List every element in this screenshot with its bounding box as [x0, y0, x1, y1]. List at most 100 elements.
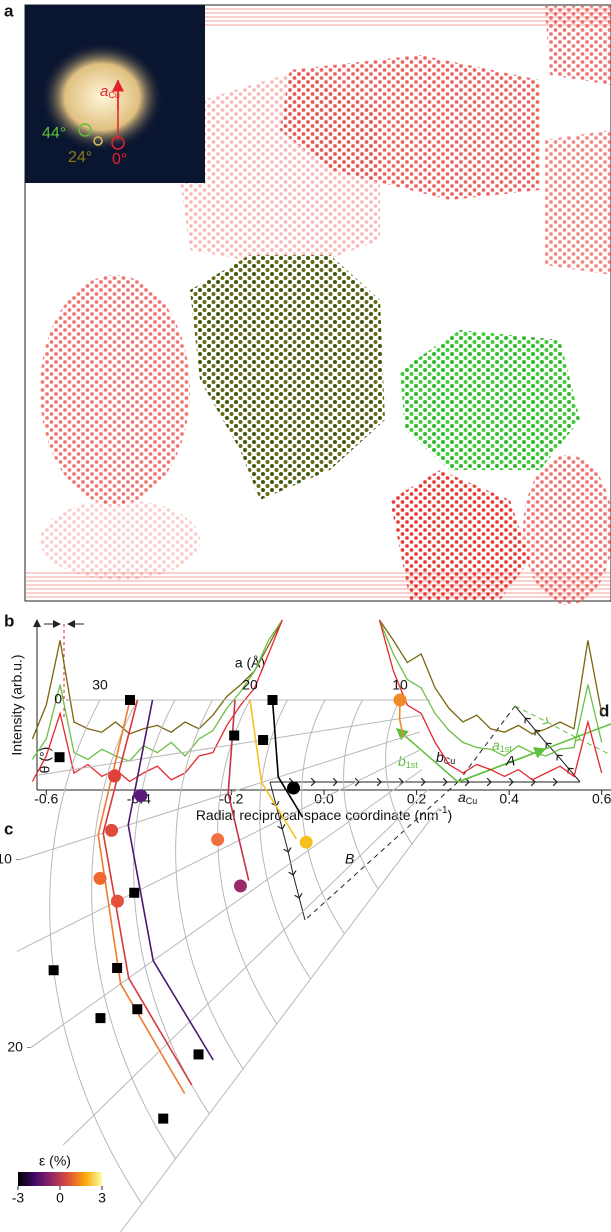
panel-label: b	[4, 611, 14, 630]
panel-label: c	[4, 819, 13, 838]
panel-label: a	[4, 1, 14, 20]
measured-point	[125, 695, 135, 705]
domain	[390, 470, 530, 600]
x-tick-label: 0.4	[499, 791, 519, 807]
vector-subscript: 1st	[406, 760, 419, 770]
vector-symbol: a	[458, 789, 466, 805]
model-point	[108, 769, 122, 783]
vector-symbol: a	[492, 737, 500, 753]
panel-label: d	[599, 701, 609, 720]
vector-label: b1st	[398, 753, 418, 771]
model-curve	[127, 699, 214, 1061]
series-line	[31, 619, 603, 783]
green-chain	[514, 705, 611, 756]
model-point	[233, 879, 247, 893]
vector-symbol: a	[100, 83, 108, 100]
y-tick-label: 30	[91, 1230, 107, 1232]
fan-plot: 30 20 10 0 10 20 30 -3 0 3	[0, 677, 440, 1232]
y-tick-label: 10	[0, 850, 12, 866]
domain	[545, 6, 611, 85]
model-curve	[271, 699, 304, 818]
series-line	[31, 619, 603, 762]
domain	[40, 275, 190, 505]
domain	[523, 455, 611, 605]
vector-subscript: 1st	[500, 744, 513, 754]
lattice-chain	[514, 705, 581, 783]
measured-point	[258, 735, 269, 746]
vector-subscript: Cu	[466, 796, 478, 806]
y-tick-label: 0	[54, 691, 62, 707]
measured-point	[48, 965, 59, 976]
series-line	[31, 619, 603, 740]
x-axis-label: Radial reciprocal space coordinate (nm-1…	[196, 805, 452, 823]
grid-line	[16, 749, 420, 952]
model-point	[105, 823, 119, 837]
x-tick-label: 0.0	[314, 791, 334, 807]
angle-label: 44°	[42, 125, 66, 142]
vector-B	[304, 781, 459, 921]
measured-point	[54, 752, 65, 763]
grid-line	[119, 807, 440, 1232]
measured-point	[95, 1013, 106, 1024]
lattice-image: 44° 24° 0° aCu	[24, 4, 611, 605]
model-point	[393, 693, 407, 707]
vector-label: A	[505, 753, 515, 769]
x-tick-label: 20	[242, 677, 258, 693]
vector-symbol: b	[436, 749, 444, 765]
measured-point	[129, 887, 140, 898]
angle-label: 24°	[68, 149, 92, 166]
x-tick-label: 30	[92, 677, 108, 693]
colorbar-tick-label: 0	[56, 1190, 64, 1206]
vector-label: aCu	[458, 789, 477, 807]
model-point	[299, 835, 313, 849]
model-point	[211, 833, 225, 847]
domain	[545, 130, 611, 275]
angle-label: 0°	[112, 151, 127, 168]
fft-spot	[111, 136, 125, 150]
model-curve	[97, 699, 186, 1094]
x-tick-label: 0.6	[592, 791, 611, 807]
measured-point	[267, 695, 278, 705]
measured-point	[193, 1049, 204, 1060]
vector-b1st	[395, 728, 459, 783]
model-point	[110, 894, 124, 908]
measured-point	[132, 1004, 143, 1015]
grid-line	[91, 699, 176, 1160]
lattice-chain	[269, 781, 306, 921]
colorbar-label: ε (%)	[39, 1153, 71, 1169]
domain	[400, 330, 580, 470]
y-axis-label: Intensity (arb.u.)	[9, 654, 25, 755]
vector-symbol: b	[398, 753, 406, 769]
model-curve	[249, 699, 298, 840]
vector-label: aCu	[100, 83, 120, 100]
vector-A	[457, 705, 516, 783]
x-axis-label-main: Radial reciprocal space coordinate (nm	[196, 807, 439, 823]
x-tick-label: -0.2	[219, 791, 243, 807]
grid-line	[19, 731, 421, 861]
x-tick-label: 0.2	[407, 791, 427, 807]
colorbar	[18, 1172, 102, 1186]
measured-point	[158, 1113, 169, 1124]
grid-line	[30, 769, 423, 1048]
colorbar-tick-label: 3	[98, 1190, 106, 1206]
grid-line	[63, 788, 430, 1146]
vector-label: B	[345, 851, 354, 867]
domain	[190, 255, 385, 500]
model-point	[287, 781, 301, 795]
vector-label: a1st	[492, 737, 512, 755]
vector-subscript: Cu	[108, 90, 120, 100]
model-point	[93, 871, 107, 885]
fft-glow	[40, 42, 164, 152]
vector-subscript: Cu	[444, 756, 456, 766]
vector-label: bCu	[436, 749, 455, 767]
measured-point	[112, 962, 123, 973]
fft-spot	[93, 136, 103, 146]
x-axis-label-sup: -1	[439, 805, 448, 816]
model-point	[134, 789, 148, 803]
y-tick-label: 20	[7, 1038, 23, 1054]
vector-a1st-arrow	[457, 747, 547, 783]
x-tick-label: -0.6	[34, 791, 58, 807]
fft-spot	[78, 123, 92, 137]
domain	[40, 500, 200, 580]
